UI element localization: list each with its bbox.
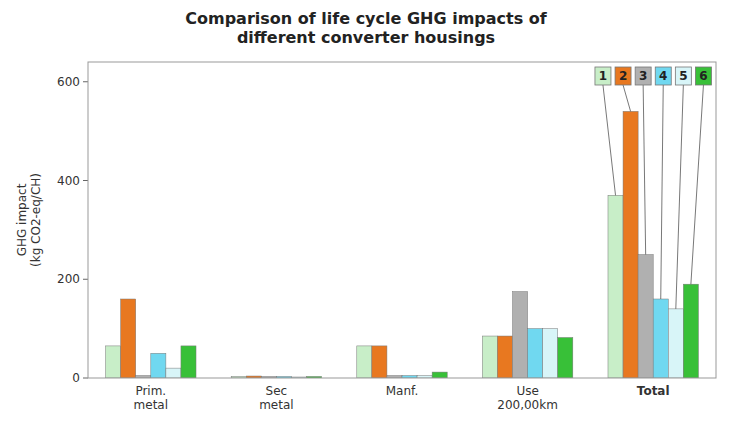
bar — [683, 284, 698, 378]
x-tick-label: Prim.metal — [134, 384, 168, 412]
y-tick-label: 0 — [72, 371, 80, 385]
bar — [668, 309, 683, 378]
title: Comparison of life cycle GHG impacts ofd… — [185, 9, 548, 47]
bar — [558, 338, 573, 378]
bar — [623, 111, 638, 378]
bars — [106, 111, 699, 378]
bar — [543, 329, 558, 378]
annotation-box — [695, 67, 711, 85]
annotation-line — [643, 85, 646, 255]
annotation-box — [635, 67, 651, 85]
bar — [528, 329, 543, 378]
x-tick-label: Secmetal — [259, 384, 293, 412]
annotation-line — [661, 85, 664, 299]
series-label: 2 — [619, 69, 627, 83]
y-tick-label: 400 — [57, 174, 80, 188]
bar — [497, 336, 512, 378]
bar — [106, 346, 121, 378]
y-tick-label: 600 — [57, 75, 80, 89]
bar — [357, 346, 372, 378]
annotation-line — [691, 85, 704, 284]
y-tick-label: 200 — [57, 272, 80, 286]
y-tick — [83, 81, 88, 82]
series-label: 3 — [639, 69, 647, 83]
annotation-box — [655, 67, 671, 85]
annotation-box — [675, 67, 691, 85]
x-tick-label: Manf. — [386, 384, 418, 398]
bar — [121, 299, 136, 378]
bar — [166, 368, 181, 378]
annotation-line — [603, 85, 616, 195]
annotation-box — [615, 67, 631, 85]
annotation-line — [623, 85, 631, 111]
series-label: 5 — [679, 69, 687, 83]
y-axis-label: GHG impact(kg CO2-eq/CH) — [15, 173, 43, 267]
annotation-box — [595, 67, 611, 85]
bar — [372, 346, 387, 378]
bar — [151, 353, 166, 378]
y-tick — [83, 279, 88, 280]
series-label: 4 — [659, 69, 667, 83]
x-tick-label: Use200,00km — [497, 384, 558, 412]
series-label: 6 — [699, 69, 707, 83]
annotation-line — [676, 85, 684, 309]
bar — [432, 372, 447, 378]
y-tick — [83, 180, 88, 181]
y-tick — [83, 378, 88, 379]
bar — [638, 255, 653, 378]
bar — [482, 336, 497, 378]
bar — [653, 299, 668, 378]
bar — [181, 346, 196, 378]
bar — [608, 195, 623, 378]
bar — [513, 292, 528, 378]
plot-frame — [88, 62, 716, 378]
chart: Comparison of life cycle GHG impacts ofd… — [0, 0, 732, 438]
series-label: 1 — [599, 69, 607, 83]
x-tick-label: Total — [637, 384, 670, 398]
